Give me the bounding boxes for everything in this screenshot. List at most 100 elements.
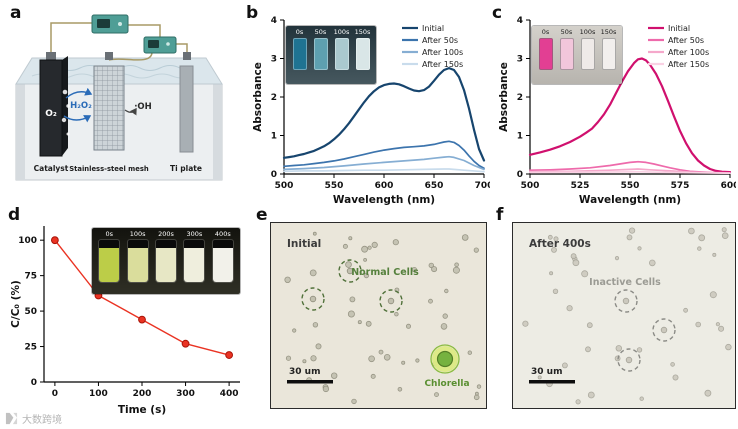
scalebar-label: 30 um (531, 367, 562, 377)
cell-dot (315, 343, 322, 350)
cells-annotation: Inactive Cells (589, 277, 661, 288)
y-tick-label: 2 (517, 93, 523, 103)
electrode-clamp (46, 52, 56, 60)
x-tick-label: 700 (475, 181, 490, 191)
series-line (283, 140, 485, 170)
cell-dot (415, 358, 420, 363)
ti-plate-label: Ti plate (170, 164, 202, 173)
inset-label: 200s (158, 230, 174, 238)
cell-dot (401, 360, 406, 365)
x-tick-label: 650 (425, 181, 444, 191)
series-line (528, 57, 732, 174)
vial-300s (183, 239, 206, 284)
legend-label: Initial (422, 24, 444, 33)
cell-dot (365, 320, 372, 327)
cell-dot (431, 266, 438, 273)
micrograph-background (513, 223, 735, 408)
cell-dot (581, 270, 589, 278)
cell-dot (284, 276, 291, 283)
mesh-label: Stainless-steel mesh (69, 165, 149, 173)
y-tick-label: 50 (24, 307, 37, 317)
cell-dot (473, 247, 479, 253)
cell-dot (387, 297, 395, 305)
y-tick-label: 0 (271, 170, 277, 180)
cell-dot (614, 255, 620, 261)
y-tick-label: 0 (517, 170, 523, 180)
oh-label: ·OH (134, 102, 152, 112)
cell-dot (331, 372, 338, 379)
cell-dot (383, 354, 391, 361)
cell-dot (411, 266, 417, 273)
legend-label: After 100s (668, 48, 709, 57)
data-point (225, 351, 234, 359)
catalyst-label: Catalyst (34, 164, 69, 173)
x-tick-label: 575 (671, 181, 690, 191)
cell-dot (440, 323, 448, 330)
cuvette-50s (559, 38, 574, 71)
cell-dot (467, 350, 472, 355)
cell-dot (622, 297, 630, 305)
cell-dot (575, 399, 581, 405)
legend-label: After 50s (668, 36, 704, 45)
inset-label: 100s (129, 230, 146, 238)
cell-dot (585, 346, 591, 353)
x-tick-label: 525 (571, 181, 590, 191)
cell-dot (322, 385, 330, 393)
dashed-cell-marker (338, 259, 362, 283)
micrograph-title: Initial (287, 238, 321, 250)
watermark-text: 大数跨境 (22, 415, 62, 426)
x-tick-label: 100 (89, 389, 108, 399)
cell-dot (454, 262, 459, 268)
oxygen-bubbles (61, 89, 70, 136)
cuvette-photo-inset-b: 0s 50s 100s 150s (286, 26, 376, 84)
cuvette-photo-inset-c: 0s 50s 100s 150s (532, 26, 622, 84)
cuvette-row (535, 38, 619, 71)
cell-dot (709, 291, 717, 299)
x-tick-label: 550 (621, 181, 640, 191)
vial-100s (126, 239, 149, 284)
cell-dot (697, 246, 702, 251)
cell-dot (394, 311, 399, 317)
cell-dot (639, 396, 644, 401)
cell-dot (302, 359, 307, 364)
dashed-cell-marker (379, 289, 403, 313)
micrograph-after-400s: After 400s Inactive Cells 30 um (512, 222, 736, 409)
absorbance-chart-blue-dye: 500 550 600 650 700 0 1 2 3 4 Wavelength (nm) Absor… (252, 16, 493, 206)
chlorella-cell (436, 350, 454, 368)
cuvette-row (289, 38, 373, 71)
cuvette-150s (601, 38, 616, 71)
cuvette-100s (580, 38, 595, 71)
cell-dot (351, 398, 357, 405)
cell-dot (474, 391, 479, 396)
dashed-cell-marker (614, 289, 638, 313)
cell-dot (310, 355, 317, 362)
micrograph-initial: Chlorella Initial Normal Cells 30 um (270, 222, 487, 409)
y-tick-label: 4 (517, 16, 523, 26)
data-point (50, 236, 59, 245)
legend-label: Initial (668, 24, 690, 33)
cell-dot (553, 236, 559, 242)
cell-dot (312, 231, 317, 236)
cells-annotation: Normal Cells (351, 267, 419, 278)
cell-dot (397, 387, 403, 392)
cell-dot (285, 355, 292, 361)
watermark-logo-icon (5, 412, 18, 425)
cell-dot (704, 389, 712, 397)
h2o2-arrow (63, 115, 92, 123)
cell-dot (649, 259, 656, 267)
cell-dot (688, 227, 695, 235)
cell-dot (587, 391, 595, 399)
ti-plate-electrode (179, 65, 194, 153)
series-line (529, 160, 731, 174)
chlorella-label: Chlorella (424, 379, 469, 389)
cell-dot (345, 261, 352, 268)
inset-label: 0s (105, 230, 113, 238)
cell-dot (452, 266, 460, 274)
cell-dot (721, 227, 727, 233)
inset-label: 400s (214, 230, 231, 238)
cell-dot (586, 322, 593, 329)
cell-dot (378, 349, 384, 355)
cuvette-50s (313, 38, 328, 71)
catalyst-electrode (39, 56, 68, 157)
panel-label-d: d (8, 205, 21, 225)
